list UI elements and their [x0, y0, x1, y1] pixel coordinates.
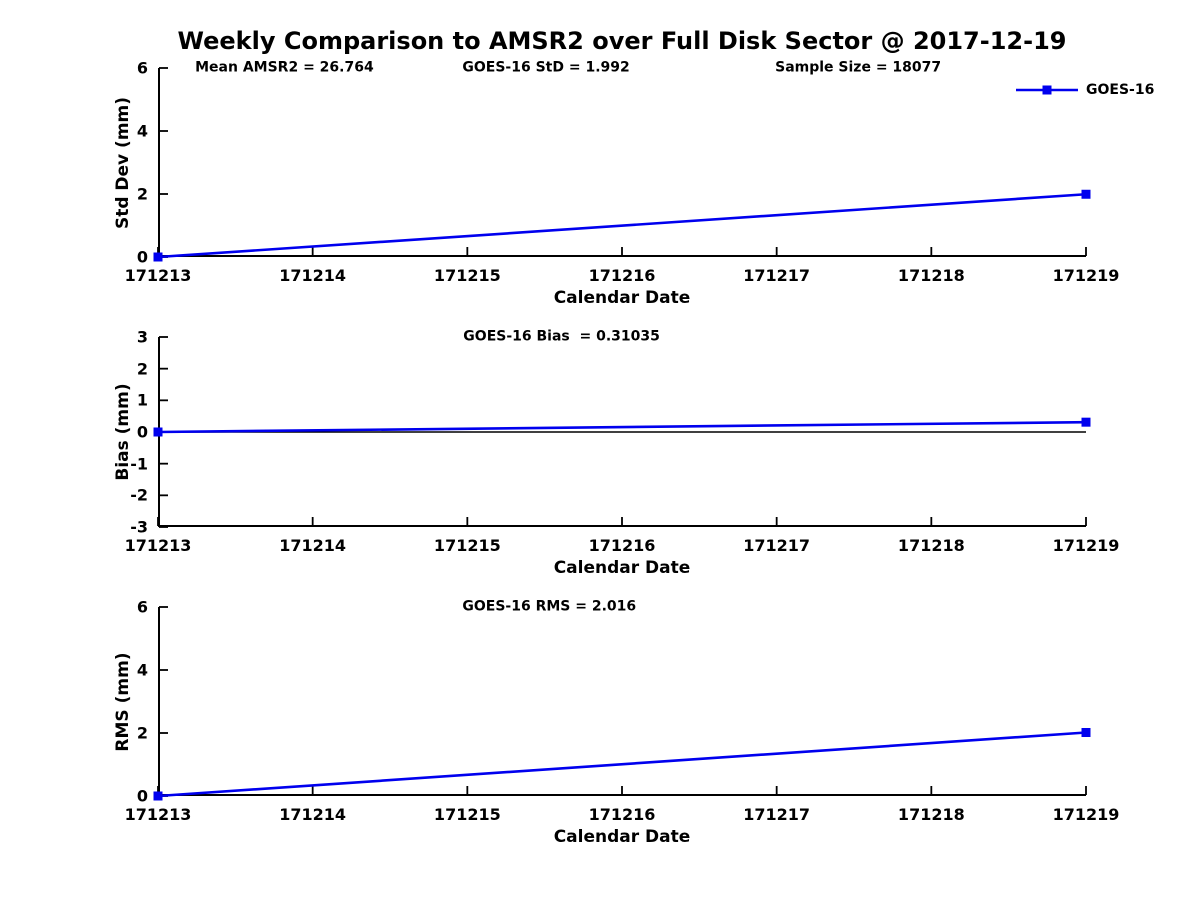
legend: GOES-16 [1016, 82, 1154, 98]
x-tick-label: 171218 [897, 536, 965, 555]
legend-line-sample [1016, 85, 1078, 95]
x-tick-label: 171215 [433, 266, 501, 285]
x-tick-label: 171216 [588, 266, 656, 285]
data-line [157, 420, 1087, 434]
y-tick-label: -1 [130, 454, 148, 474]
data-line [157, 192, 1087, 259]
legend-label: GOES-16 [1086, 82, 1155, 98]
y-tick-label: 0 [136, 786, 148, 806]
x-tick-label: 171216 [588, 805, 656, 824]
data-point-marker [153, 791, 163, 801]
stat-annotation: Sample Size = 18077 [775, 59, 942, 76]
y-tick-label: 6 [136, 597, 148, 617]
x-tick-label: 171215 [433, 536, 501, 555]
x-tick-label: 171219 [1052, 536, 1120, 555]
y-axis-label: Std Dev (mm) [113, 96, 133, 229]
y-tick-label: 3 [136, 327, 148, 347]
stat-annotation: Mean AMSR2 = 26.764 [195, 59, 374, 76]
stat-annotation: GOES-16 RMS = 2.016 [462, 598, 637, 615]
y-tick-label: 4 [136, 660, 148, 680]
y-tick-label: -2 [130, 485, 148, 505]
x-axis-label: Calendar Date [553, 827, 691, 847]
x-tick-label: 171217 [743, 805, 811, 824]
x-tick-label: 171218 [897, 266, 965, 285]
x-axis-label: Calendar Date [553, 288, 691, 308]
x-tick-label: 171214 [279, 536, 347, 555]
data-point-marker [153, 427, 163, 437]
x-tick-label: 171213 [124, 805, 192, 824]
y-tick-label: 1 [136, 390, 148, 410]
x-tick-label: 171219 [1052, 805, 1120, 824]
x-axis-label: Calendar Date [553, 558, 691, 578]
subplot-bias: Bias (mm) Calendar Date 3 2 1 0 -1 -2 -3 171213… [113, 328, 1119, 579]
figure-title: Weekly Comparison to AMSR2 over Full Dis… [177, 27, 1067, 55]
y-tick-label: 2 [136, 359, 148, 379]
y-axis-label: RMS (mm) [113, 651, 133, 752]
x-tick-label: 171213 [124, 266, 192, 285]
y-tick-label: -3 [130, 517, 148, 537]
stat-annotation: GOES-16 Bias = 0.31035 [463, 328, 660, 345]
stat-annotation: GOES-16 StD = 1.992 [462, 59, 630, 76]
x-tick-label: 171217 [743, 266, 811, 285]
plot-area [153, 336, 1091, 528]
y-tick-label: 0 [136, 247, 148, 267]
plot-area [153, 606, 1091, 801]
x-tick-label: 171214 [279, 266, 347, 285]
y-tick-label: 2 [136, 723, 148, 743]
y-tick-label: 6 [136, 58, 148, 78]
y-tick-label: 2 [136, 184, 148, 204]
y-tick-label: 0 [136, 422, 148, 442]
x-tick-label: 171213 [124, 536, 192, 555]
x-tick-label: 171217 [743, 536, 811, 555]
x-tick-label: 171214 [279, 805, 347, 824]
plot-area [153, 67, 1091, 262]
x-tick-label: 171215 [433, 805, 501, 824]
y-tick-label: 4 [136, 121, 148, 141]
data-point-marker [1081, 727, 1091, 737]
x-tick-label: 171219 [1052, 266, 1120, 285]
data-point-marker [1081, 417, 1091, 427]
subplot-rms: RMS (mm) Calendar Date 6 4 2 0 171213 171214 1… [113, 598, 1119, 848]
data-line [157, 731, 1087, 798]
x-tick-label: 171218 [897, 805, 965, 824]
data-point-marker [1081, 189, 1091, 199]
data-point-marker [153, 252, 163, 262]
x-tick-label: 171216 [588, 536, 656, 555]
